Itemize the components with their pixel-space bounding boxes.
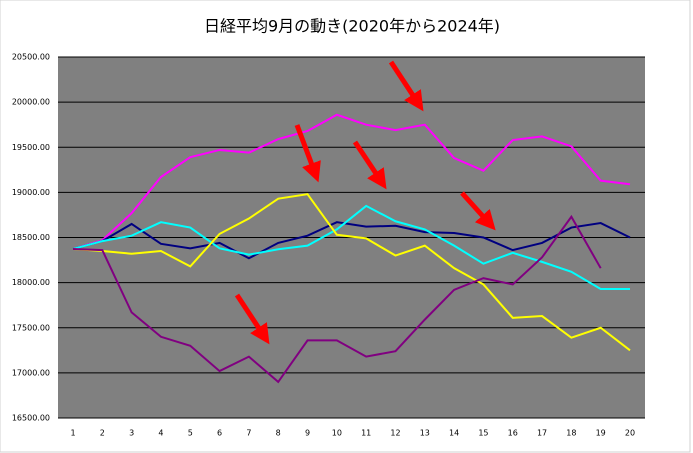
series-line xyxy=(72,193,631,352)
x-tick-label: 9 xyxy=(305,429,310,438)
y-tick-label: 17500.00 xyxy=(12,323,50,332)
y-tick-label: 20000.00 xyxy=(12,98,50,107)
x-tick-label: 14 xyxy=(449,429,459,438)
x-tick-label: 4 xyxy=(158,429,163,438)
x-tick-label: 16 xyxy=(508,429,518,438)
x-tick-label: 6 xyxy=(217,429,222,438)
arrow xyxy=(234,293,270,345)
arrows xyxy=(234,60,496,345)
x-tick-label: 3 xyxy=(129,429,134,438)
x-tick-label: 18 xyxy=(566,429,576,438)
x-tick-label: 5 xyxy=(188,429,193,438)
series-line xyxy=(72,113,631,250)
x-tick-label: 20 xyxy=(625,429,635,438)
arrow xyxy=(388,60,424,112)
y-tick-label: 16500.00 xyxy=(12,414,50,423)
series-line xyxy=(72,204,630,290)
y-tick-label: 19000.00 xyxy=(12,188,50,197)
x-tick-label: 11 xyxy=(361,429,371,438)
y-tick-label: 19500.00 xyxy=(12,143,50,152)
x-tick-label: 10 xyxy=(332,429,342,438)
y-tick-label: 17000.00 xyxy=(12,368,50,377)
x-tick-label: 19 xyxy=(596,429,606,438)
x-tick-label: 8 xyxy=(276,429,281,438)
x-tick-label: 1 xyxy=(70,429,75,438)
x-tick-label: 7 xyxy=(246,429,251,438)
series-line xyxy=(72,214,602,384)
chart-title: 日経平均9月の動き(2020年から2024年) xyxy=(204,17,500,36)
series-line xyxy=(72,221,631,260)
x-tick-label: 2 xyxy=(100,429,105,438)
x-tick-label: 17 xyxy=(537,429,547,438)
arrow xyxy=(352,140,387,190)
arrow xyxy=(294,124,321,183)
arrow xyxy=(460,191,496,231)
lines xyxy=(72,113,631,384)
y-tick-label: 20500.00 xyxy=(12,53,50,62)
x-tick-label: 15 xyxy=(478,429,488,438)
x-tick-label: 12 xyxy=(390,429,400,438)
y-tick-label: 18000.00 xyxy=(12,278,50,287)
x-tick-label: 13 xyxy=(420,429,430,438)
y-tick-label: 18500.00 xyxy=(12,233,50,242)
